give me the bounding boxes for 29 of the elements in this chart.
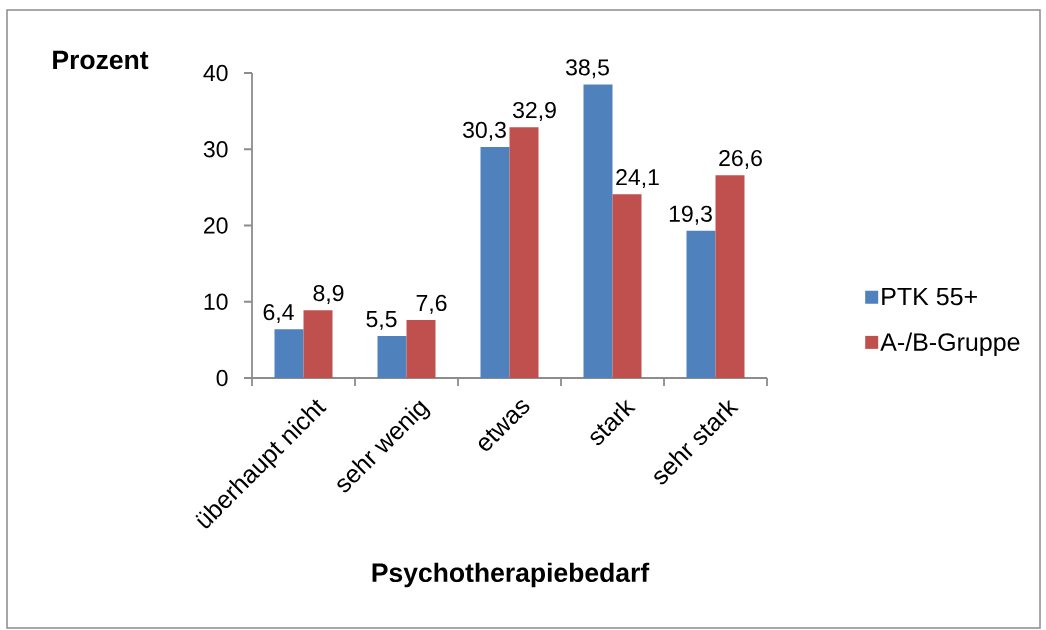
bar <box>612 194 642 378</box>
data-label: 24,1 <box>616 169 659 189</box>
legend-label: A-/B-Gruppe <box>880 332 1020 356</box>
data-label: 30,3 <box>463 121 506 141</box>
bar <box>480 146 510 378</box>
bar <box>509 127 539 378</box>
bar <box>715 175 745 378</box>
data-label: 38,5 <box>566 59 609 79</box>
bar <box>583 84 613 378</box>
data-label: 26,6 <box>719 149 762 169</box>
bar <box>406 320 436 378</box>
bar <box>377 336 407 378</box>
data-label: 6,4 <box>263 303 294 323</box>
data-label: 8,9 <box>313 284 344 304</box>
y-tick-label: 40 <box>203 64 228 82</box>
data-label: 32,9 <box>513 101 556 121</box>
bar <box>303 310 333 378</box>
legend-label: PTK 55+ <box>882 287 977 306</box>
data-label: 5,5 <box>366 311 397 330</box>
y-tick-label: 10 <box>204 293 228 310</box>
y-tick-label: 30 <box>203 141 228 158</box>
y-tick-label: 20 <box>204 217 228 234</box>
data-label: 7,6 <box>416 294 447 314</box>
bar <box>686 230 716 378</box>
data-label: 19,3 <box>669 205 712 225</box>
x-axis-title: Psychotherapiebedarf <box>372 562 650 588</box>
y-axis-title: Prozent <box>53 50 149 70</box>
y-tick-label: 0 <box>216 369 228 387</box>
bar <box>274 329 304 378</box>
